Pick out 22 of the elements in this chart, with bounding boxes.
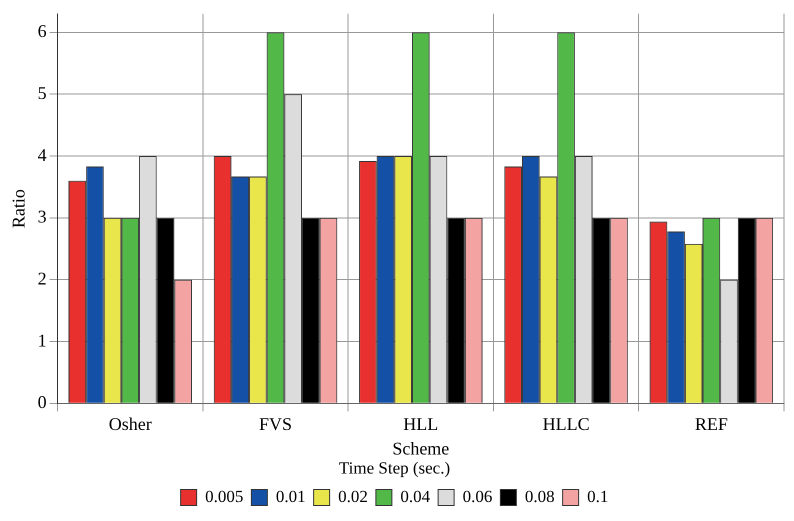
- y-tick-label: 2: [38, 268, 47, 288]
- y-tick-label: 0: [38, 392, 47, 412]
- y-tick-label: 1: [38, 330, 47, 350]
- legend-label: 0.02: [338, 486, 368, 506]
- y-tick-label: 5: [38, 82, 47, 103]
- legend-label: 0.04: [400, 486, 431, 506]
- x-tick-label: HLLC: [542, 414, 590, 434]
- x-tick-label: Osher: [108, 414, 152, 434]
- x-tick-label: HLL: [403, 414, 438, 434]
- legend-label: 0.06: [462, 486, 492, 506]
- x-tick-label: FVS: [259, 414, 292, 434]
- legend-label: 0.1: [587, 486, 608, 506]
- y-tick-label: 4: [38, 144, 47, 165]
- legend-title: Time Step (sec.): [338, 458, 450, 478]
- legend-label: 0.01: [276, 486, 306, 506]
- y-axis-title: Ratio: [8, 189, 29, 228]
- y-tick-label: 6: [38, 21, 47, 42]
- x-tick-label: REF: [694, 414, 728, 434]
- x-axis-title: Scheme: [392, 438, 450, 459]
- y-tick-label: 3: [38, 206, 47, 227]
- legend-label: 0.08: [524, 486, 555, 506]
- legend-label: 0.005: [205, 486, 244, 506]
